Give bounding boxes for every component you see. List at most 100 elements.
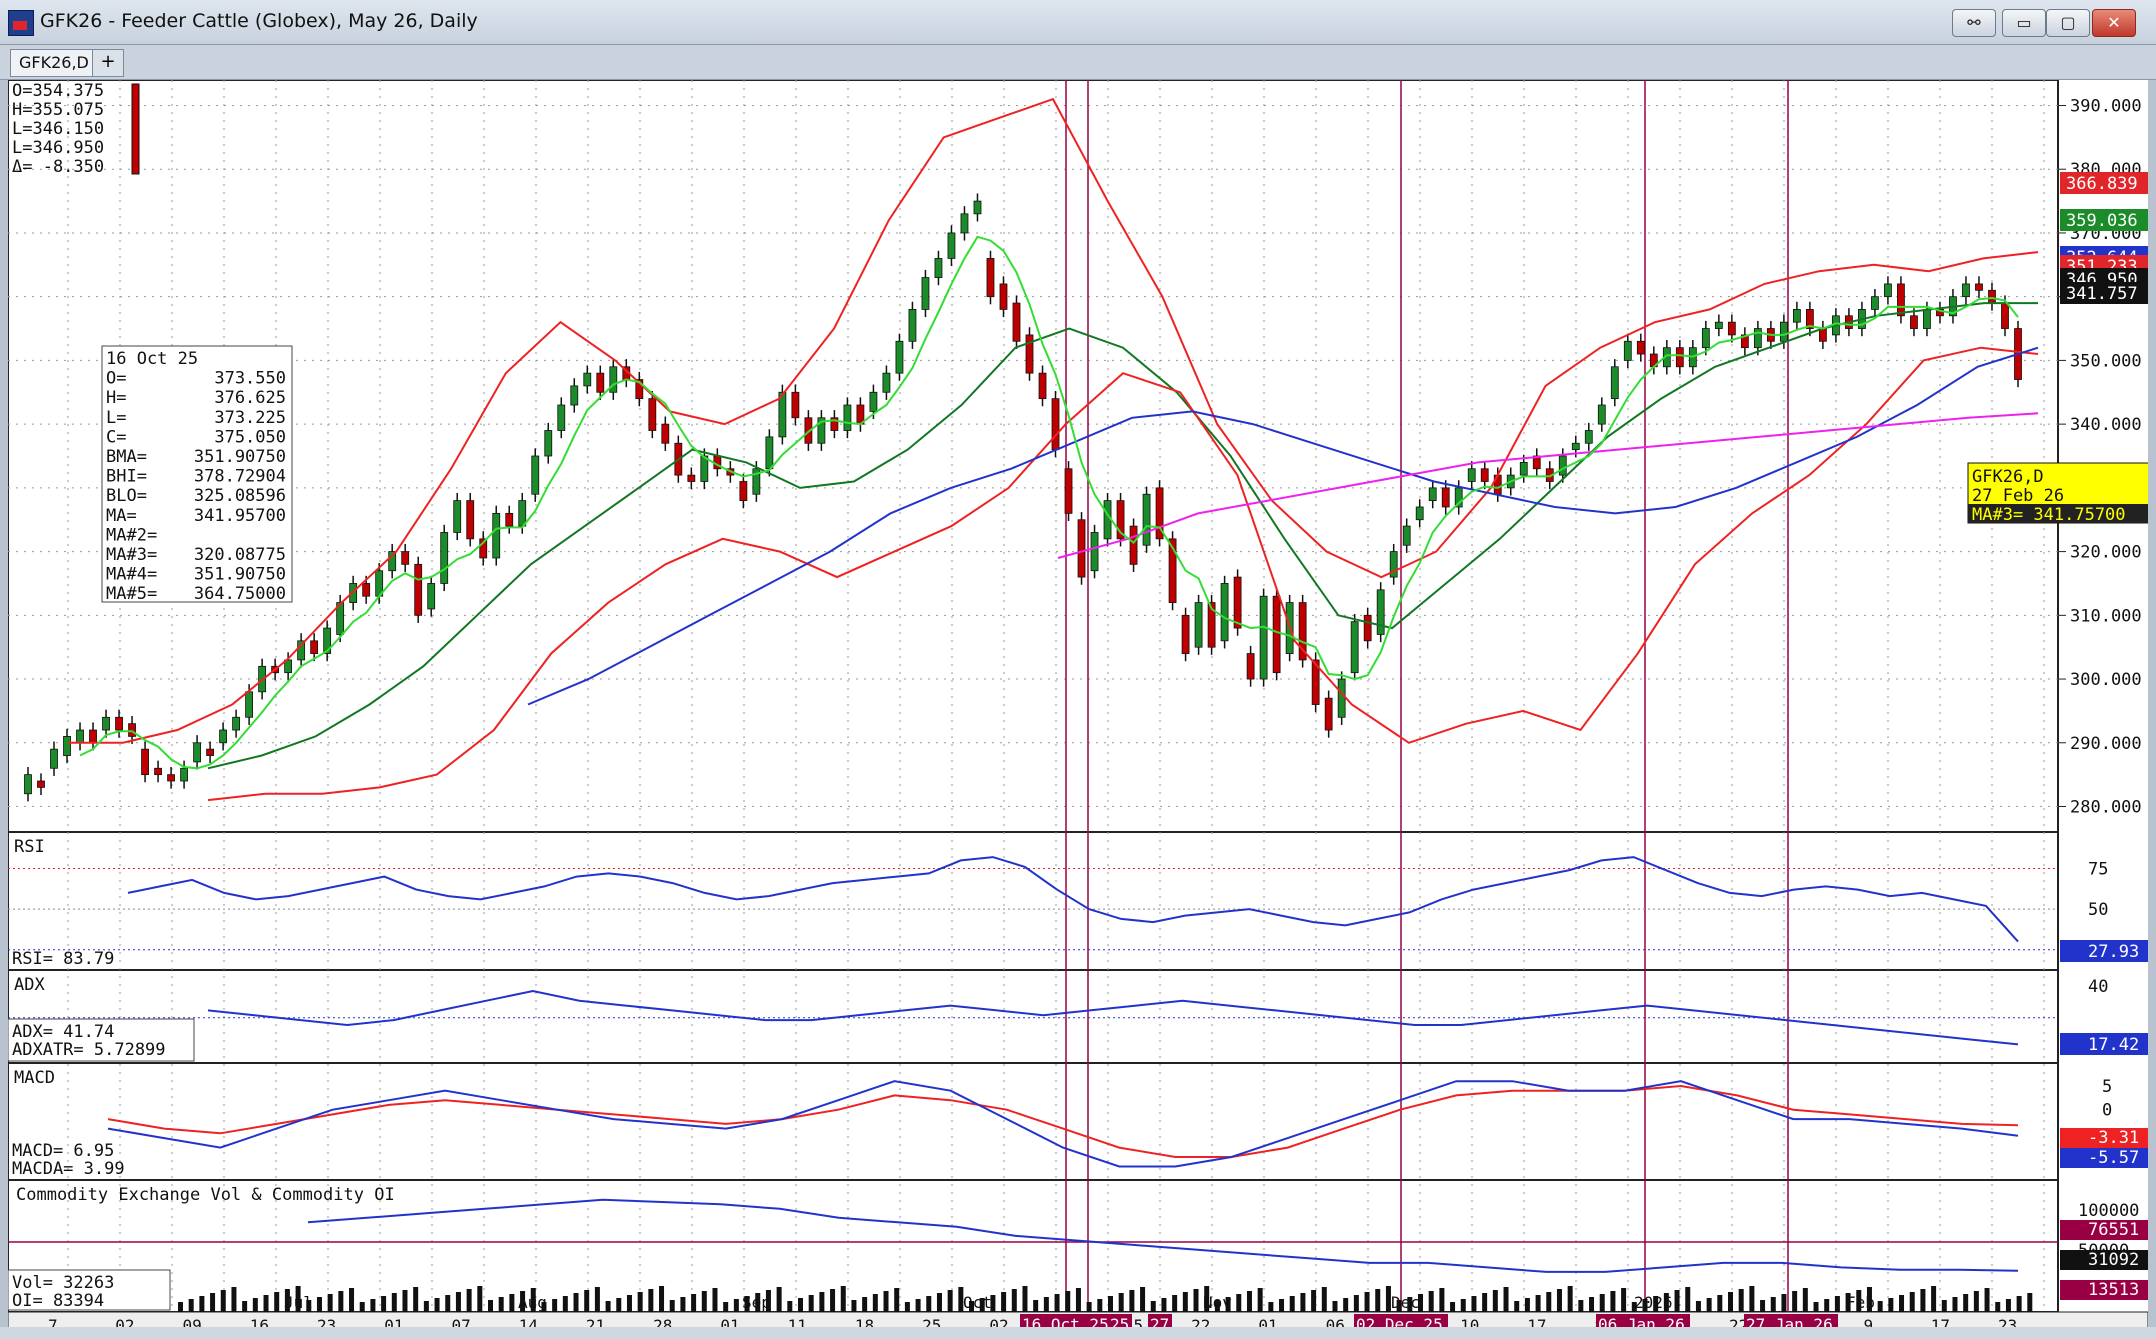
volume-bar [1931, 1286, 1937, 1312]
candle-body [2001, 302, 2009, 329]
volume-bar [1706, 1298, 1712, 1312]
ohlc-line: O=354.375 [12, 81, 104, 101]
candle-body [1376, 589, 1385, 635]
add-tab-button[interactable]: + [92, 49, 124, 77]
candle-body [310, 640, 319, 654]
volume-bar [327, 1294, 333, 1312]
candle-body [1090, 532, 1099, 572]
link-button[interactable]: ⚯ [1952, 9, 1996, 37]
volume-bar [616, 1298, 622, 1312]
window-title: GFK26 - Feeder Cattle (Globex), May 26, … [40, 10, 478, 32]
bottom-strip [0, 1327, 2156, 1339]
candle-body [1910, 315, 1918, 329]
macd-label: MACD [14, 1068, 55, 1088]
candle-body [960, 213, 969, 234]
volume-bar [274, 1292, 280, 1312]
candle-body [869, 391, 878, 412]
time-tick-label: 7 [48, 1316, 58, 1335]
cursor-data-value: 325.08596 [194, 486, 286, 506]
candle-body [973, 200, 982, 215]
cursor-data-label: O= [106, 369, 126, 389]
cursor-data-label: L= [106, 408, 126, 428]
candle-body [791, 391, 800, 419]
volume-bar [1129, 1290, 1135, 1312]
volume-bar [2027, 1293, 2033, 1312]
candle-body [193, 742, 201, 763]
volume-bar [1043, 1297, 1049, 1312]
month-label: Nov [1203, 1293, 1232, 1312]
price-chart[interactable]: 390.000380.000370.000360.000350.000340.0… [8, 80, 2148, 1336]
candle-body [63, 736, 71, 756]
volume-bar [1108, 1296, 1113, 1312]
adx-value-tag-label: 17.42 [2088, 1035, 2139, 1055]
volume-bar [904, 1302, 910, 1312]
volume-bar [701, 1291, 707, 1312]
cursor-data-value: 341.95700 [194, 506, 286, 526]
volume-bar [1332, 1301, 1338, 1312]
volume-bar [1214, 1300, 1220, 1312]
volume-bar [862, 1297, 868, 1312]
volume-bar [338, 1291, 344, 1312]
ohlc-line: H=355.075 [12, 100, 104, 120]
candle-body [1805, 309, 1814, 329]
volume-bar [1984, 1288, 1990, 1312]
price-value-tag-label: 366.839 [2066, 174, 2138, 194]
tab-chart[interactable]: GFK26,D [10, 49, 98, 77]
candle-body [700, 455, 709, 482]
volume-bar [455, 1292, 461, 1312]
candle-body [1168, 538, 1177, 603]
adx-atr-value: ADXATR= 5.72899 [12, 1040, 166, 1060]
candle-body [830, 417, 839, 431]
candle-body [1363, 614, 1372, 642]
price-value-tag-label: 341.757 [2066, 284, 2138, 304]
volume-value-tag-label: 13513 [2088, 1280, 2139, 1300]
candle-body [1337, 678, 1346, 718]
volume-bar [284, 1289, 290, 1312]
month-label: Aug [518, 1293, 547, 1312]
candle-body [635, 379, 644, 400]
month-label: Feb [1846, 1293, 1875, 1312]
candle-body [180, 767, 188, 782]
volume-bar [1001, 1292, 1007, 1312]
volume-tick-label: 100000 [2078, 1201, 2139, 1221]
maximize-button[interactable]: ▢ [2046, 9, 2090, 37]
volume-bar [349, 1288, 355, 1312]
volume-bar [808, 1295, 814, 1312]
volume-bar [979, 1298, 985, 1312]
candle-body [1402, 525, 1411, 546]
volume-bar [552, 1299, 558, 1312]
series-ma_long [1057, 412, 2039, 559]
volume-bar [1375, 1289, 1381, 1312]
minimize-button[interactable]: ▭ [2002, 9, 2046, 37]
candle-body [453, 500, 462, 533]
volume-bar [1856, 1290, 1862, 1312]
cursor-data-label: C= [106, 427, 126, 447]
price-tick-label: 310.000 [2070, 606, 2142, 626]
volume-bar [1599, 1294, 1605, 1312]
close-button[interactable]: ✕ [2092, 9, 2136, 37]
cursor-data-label: MA#2= [106, 525, 157, 545]
volume-bar [840, 1286, 846, 1312]
volume-bar [691, 1294, 697, 1312]
volume-bar [680, 1297, 686, 1312]
candle-body [37, 780, 45, 788]
macd-value-tag-label: -5.57 [2088, 1148, 2139, 1168]
candle-body [76, 729, 84, 744]
volume-bar [295, 1286, 301, 1312]
cursor-data-label: BMA= [106, 447, 147, 467]
candle-body [336, 602, 345, 635]
macd-tick-label: 5 [2102, 1077, 2112, 1097]
volume-bar [1781, 1294, 1787, 1312]
volume-bar [851, 1300, 857, 1312]
candle-body [1012, 302, 1021, 342]
candle-body [1025, 334, 1034, 374]
volume-bar [391, 1293, 397, 1312]
candle-body [297, 640, 306, 661]
volume-bar [1011, 1289, 1017, 1312]
volume-bar [1920, 1289, 1926, 1312]
candle-body [1467, 468, 1476, 482]
candle-body [219, 729, 227, 744]
candle-body [1714, 321, 1723, 329]
volume-bar [787, 1301, 793, 1312]
candle-body [388, 551, 397, 572]
